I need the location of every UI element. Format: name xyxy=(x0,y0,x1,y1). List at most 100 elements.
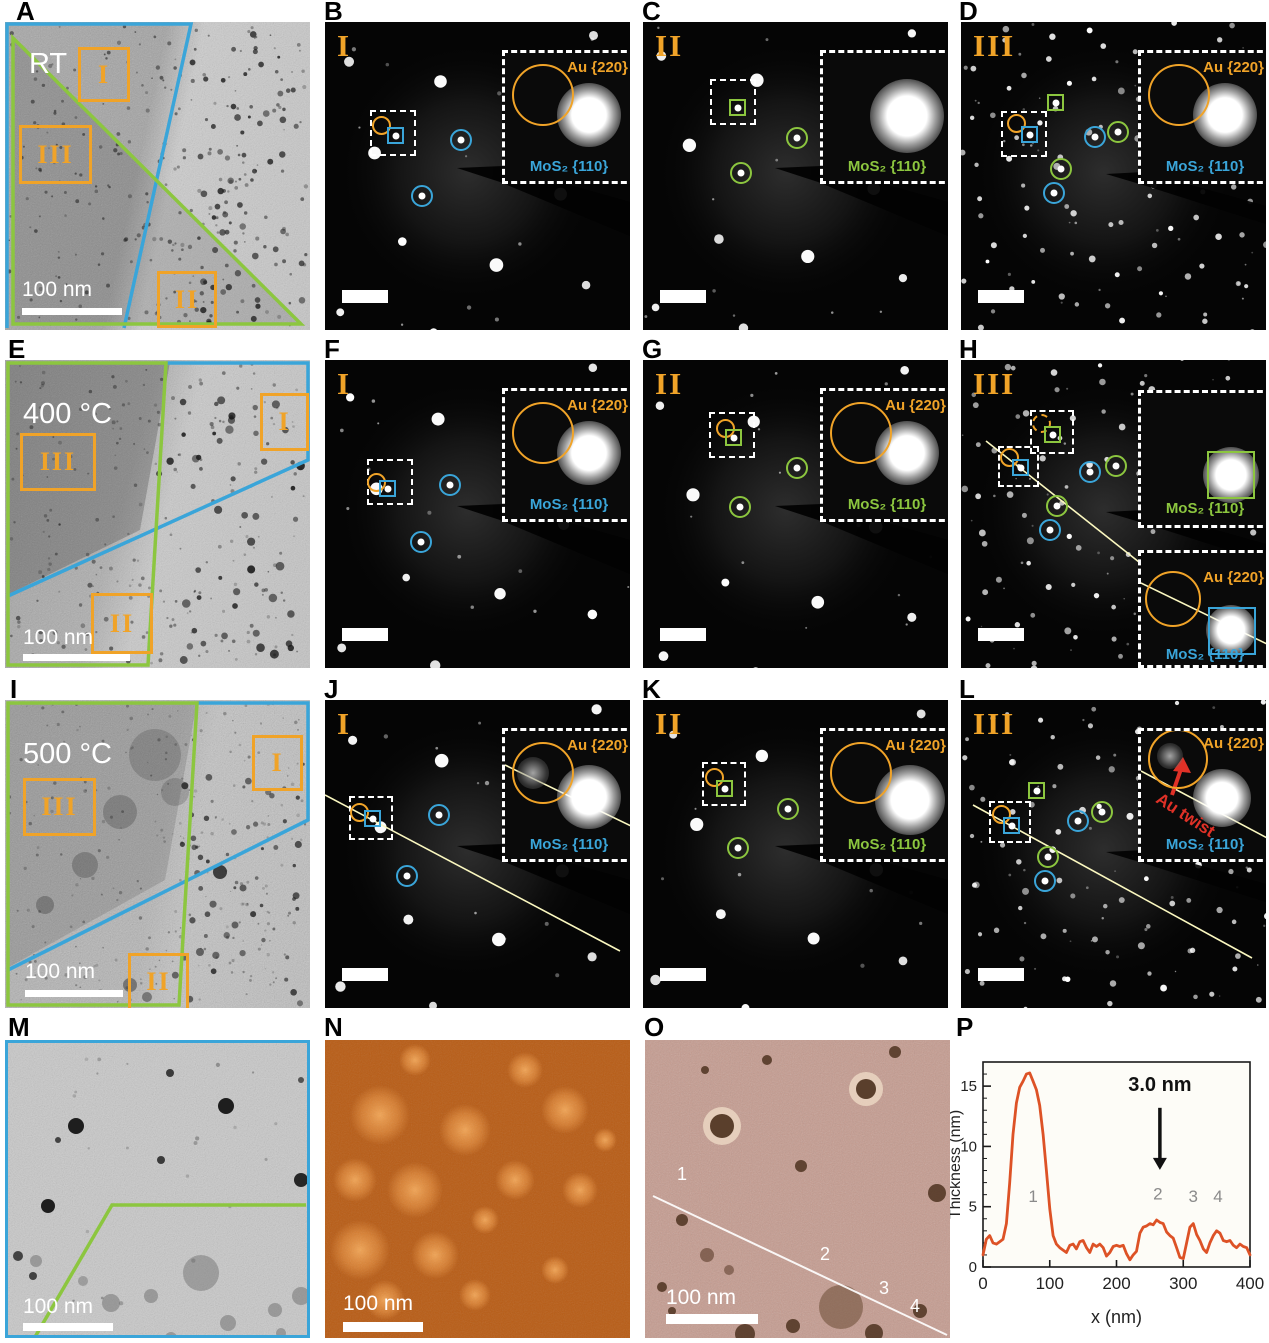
panel-letter-C: C xyxy=(642,0,661,26)
scale-bar xyxy=(978,290,1024,303)
svg-text:Thickness (nm): Thickness (nm) xyxy=(950,1110,964,1219)
au-ring-icon xyxy=(1148,731,1208,789)
zoom-roi-box xyxy=(370,110,416,156)
roi-box-III: III xyxy=(19,125,92,184)
au-ring-icon xyxy=(1148,64,1210,126)
mos2-spot-square xyxy=(387,127,404,144)
roi-box-II: II xyxy=(157,271,217,328)
au-spot-circle xyxy=(367,473,386,492)
mos2-label: MoS₂ {110} xyxy=(847,496,927,513)
scale-bar xyxy=(666,1314,758,1324)
svg-text:3: 3 xyxy=(1189,1187,1198,1206)
svg-text:5: 5 xyxy=(969,1199,977,1216)
mos2-spot-square xyxy=(1021,126,1038,143)
magnified-inset: Au {220} MoS₂ {110} xyxy=(820,388,948,522)
panel-letter-M: M xyxy=(8,1012,30,1042)
tem-image-M: 100 nm xyxy=(5,1040,310,1338)
svg-text:15: 15 xyxy=(960,1078,977,1095)
svg-text:400: 400 xyxy=(1236,1274,1264,1293)
magnified-inset: Au {220} MoS₂ {110} xyxy=(820,728,948,862)
panel-letter-H: H xyxy=(959,334,978,364)
profile-marker-1: 1 xyxy=(677,1164,688,1184)
panel-letter-F: F xyxy=(324,334,340,364)
saed-pattern-500C-II: II Au {220} MoS₂ {110} xyxy=(643,700,948,1008)
scale-bar xyxy=(342,628,388,641)
saed-pattern-500C-I: I Au {220} MoS₂ {110} xyxy=(325,700,630,1008)
zoom-roi-box xyxy=(710,79,756,125)
mos2-spot-ring xyxy=(786,127,808,149)
au-label: Au {220} xyxy=(1203,59,1264,76)
grain-boundary-blue xyxy=(7,701,310,972)
tem-overlay-O xyxy=(652,1046,948,1338)
nanoparticles xyxy=(7,25,309,327)
profile-marker-3: 3 xyxy=(879,1278,890,1298)
saed-pattern-400C-II: II Au {220} MoS₂ {110} xyxy=(643,360,948,668)
temperature-label: RT xyxy=(29,48,68,80)
mos2-label: MoS₂ {110} xyxy=(1165,158,1245,175)
mos2-spot-ring xyxy=(1107,121,1129,143)
mos2-label: MoS₂ {110} xyxy=(1165,646,1245,663)
svg-text:3.0 nm: 3.0 nm xyxy=(1128,1074,1191,1096)
mos2-label: MoS₂ {110} xyxy=(529,496,609,513)
scale-bar xyxy=(23,1323,113,1331)
magnified-inset: Au {220} MoS₂ {110} xyxy=(502,50,630,184)
scale-bar xyxy=(342,290,388,303)
scale-bar-label: 100 nm xyxy=(343,1292,414,1315)
roi-box-III: III xyxy=(23,778,96,836)
au-label: Au {220} xyxy=(567,397,628,414)
nanoparticles xyxy=(13,1057,307,1335)
scale-bar-label: 100 nm xyxy=(25,960,96,983)
mos2-spot-square xyxy=(379,480,396,497)
mos2-label: MoS₂ {110} xyxy=(529,836,609,853)
au-ring-icon xyxy=(830,402,892,464)
grain-boundary-blue xyxy=(5,22,194,329)
au-spot-circle xyxy=(350,803,369,822)
mos2-label: MoS₂ {110} xyxy=(1165,836,1245,853)
region-label: I xyxy=(337,366,352,401)
au-ring-icon xyxy=(512,742,574,804)
line-chart: 0 100 200 300 400 0 5 10 15 x (nm) Thickness (nm) 1… xyxy=(950,1061,1264,1327)
mos2-spot-ring xyxy=(1067,810,1089,832)
roi-box-I: I xyxy=(260,393,309,451)
mos2-spot-ring xyxy=(411,185,433,207)
mos2-spot-ring xyxy=(777,798,799,820)
mos2-spot-ring xyxy=(729,496,751,518)
scale-bar-label: 100 nm xyxy=(22,278,93,301)
panel-letter-I: I xyxy=(10,674,18,704)
scale-bar xyxy=(25,990,123,997)
svg-text:200: 200 xyxy=(1102,1274,1130,1293)
scale-bar-label: 100 nm xyxy=(666,1286,737,1309)
magnified-inset-green: MoS₂ {110} xyxy=(1138,390,1266,528)
panel-letter-E: E xyxy=(8,334,26,364)
mos2-spot-square xyxy=(716,780,733,797)
grain-boundary-green xyxy=(6,361,168,667)
mos2-spot-square xyxy=(1028,782,1045,799)
scale-bar-label: 100 nm xyxy=(23,626,94,649)
svg-text:1: 1 xyxy=(1028,1187,1037,1206)
au-spot-circle-dashed xyxy=(1032,414,1051,433)
au-spot-circle xyxy=(705,768,724,787)
mos2-square-icon xyxy=(1208,607,1256,655)
region-label: I xyxy=(337,706,352,741)
panel-letter-K: K xyxy=(642,674,661,704)
mos2-label: MoS₂ {110} xyxy=(847,836,927,853)
svg-text:x (nm): x (nm) xyxy=(1091,1307,1142,1327)
mos2-spot-ring xyxy=(727,837,749,859)
scale-bar-label: 100 nm xyxy=(23,1295,94,1318)
mos2-spot-ring xyxy=(730,162,752,184)
magnified-inset: Au {220} MoS₂ {110} xyxy=(502,728,630,862)
roi-box-I: I xyxy=(252,735,303,791)
mos2-spot-ring xyxy=(1091,801,1113,823)
thickness-profile-chart: 0 100 200 300 400 0 5 10 15 x (nm) Thickness (nm) 1… xyxy=(950,1040,1269,1340)
roi-box-II: II xyxy=(128,953,189,1008)
panel-letter-P: P xyxy=(956,1012,974,1042)
au-label: Au {220} xyxy=(885,397,946,414)
scale-bar xyxy=(22,308,122,315)
mos2-square-icon xyxy=(1207,451,1255,499)
magnified-inset: MoS₂ {110} xyxy=(820,50,948,184)
beam-stop xyxy=(1106,172,1266,224)
mos2-spot-ring xyxy=(1105,455,1127,477)
mos2-spot-ring xyxy=(428,804,450,826)
nanoparticles xyxy=(9,362,305,665)
roi-box-II: II xyxy=(91,593,153,654)
